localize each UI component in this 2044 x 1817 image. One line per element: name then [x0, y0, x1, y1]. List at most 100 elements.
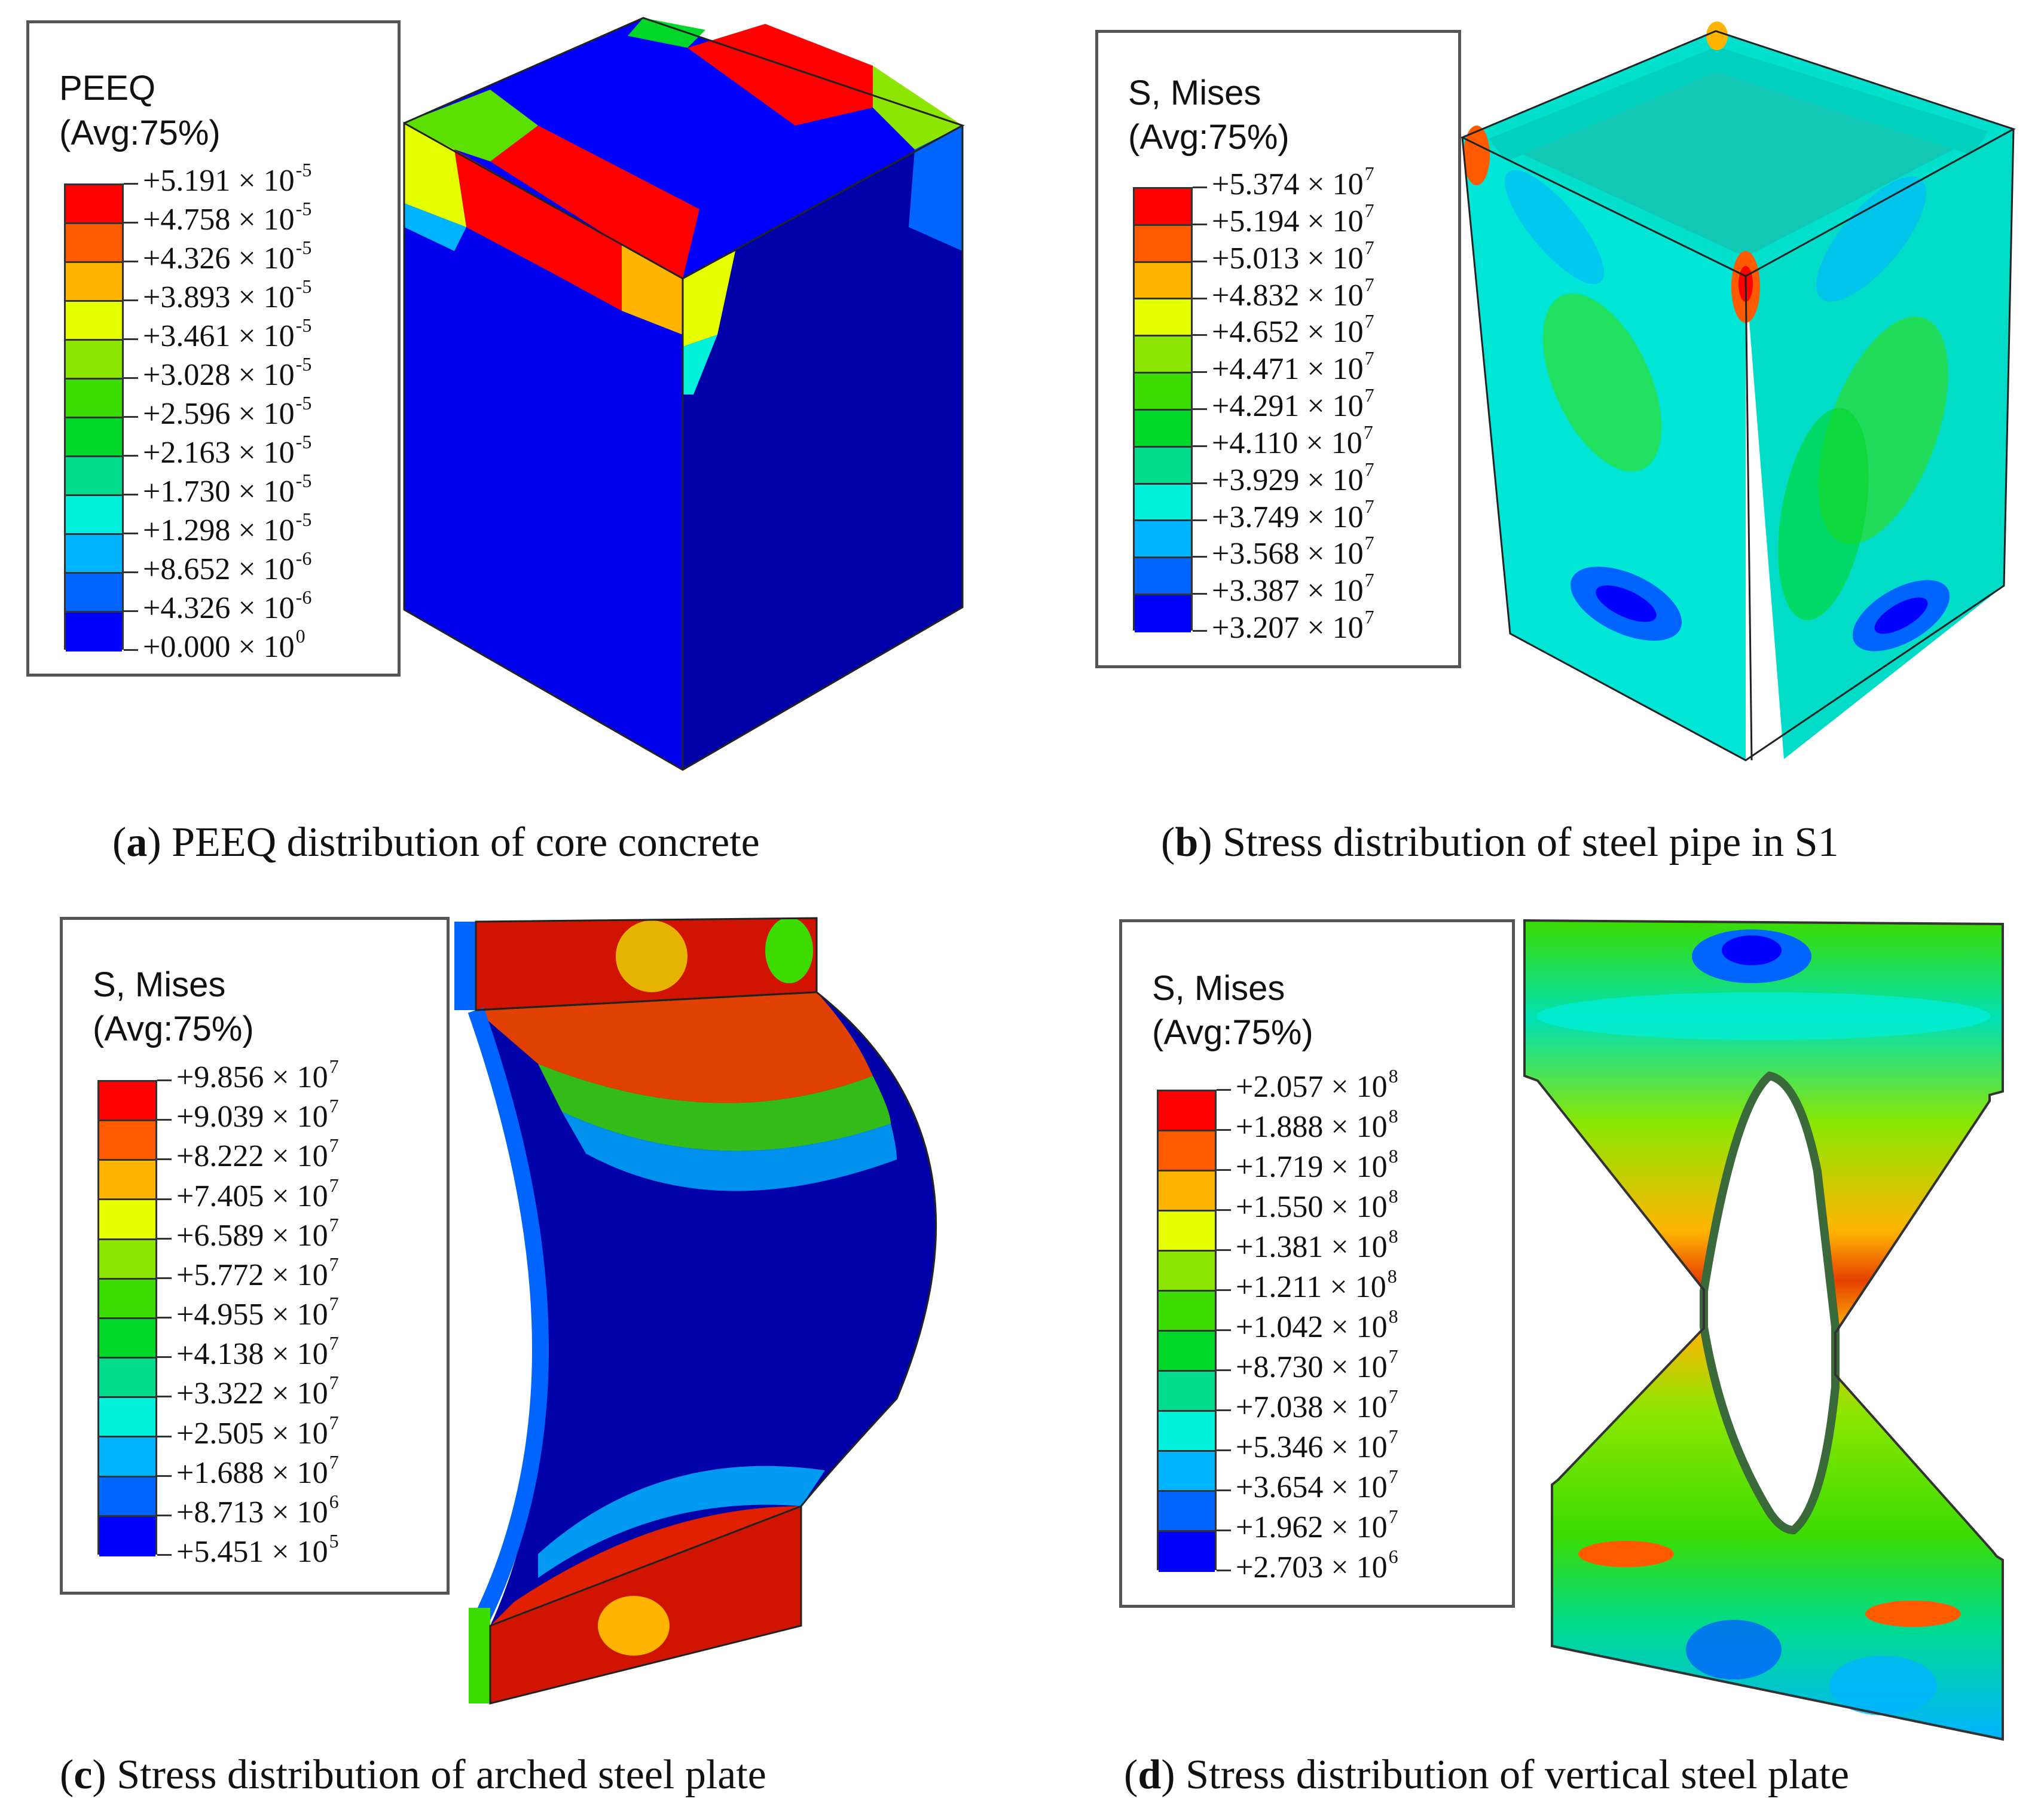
concrete-top-red-band-2	[490, 126, 699, 279]
legend-value-mantissa: +8.730 × 10	[1236, 1350, 1388, 1384]
legend-d-swatch	[1159, 1252, 1215, 1292]
legend-value-exponent: -5	[295, 314, 312, 336]
legend-d-swatch	[1159, 1131, 1215, 1171]
legend-b-swatch	[1135, 225, 1191, 263]
legend-value-exponent: 7	[1364, 495, 1374, 517]
concrete-right-yellow	[683, 251, 735, 347]
legend-a-tick	[124, 377, 138, 379]
legend-value-mantissa: +5.346 × 10	[1236, 1430, 1388, 1464]
arched-plate-inner-edge	[468, 1007, 549, 1630]
legend-d-tick	[1217, 1169, 1231, 1171]
legend-a-tick	[124, 610, 138, 612]
legend-a-tick	[124, 494, 138, 495]
legend-value-exponent: 6	[1388, 1546, 1398, 1567]
legend-value-exponent: 7	[329, 1253, 339, 1275]
legend-b-tick	[1193, 630, 1207, 632]
legend-b-value: +4.832 × 107	[1212, 275, 1374, 311]
vertical-plate-outline	[1523, 919, 2004, 1741]
legend-c-value: +4.138 × 107	[176, 1333, 339, 1370]
caption-c-letter: c	[74, 1752, 93, 1798]
legend-b-value: +5.013 × 107	[1212, 238, 1374, 274]
vplate-bottom-blue-1	[1686, 1620, 1782, 1680]
legend-c-value: +6.589 × 107	[176, 1215, 339, 1252]
legend-c-tick	[157, 1554, 172, 1556]
legend-a-tick	[124, 338, 138, 340]
legend-value-exponent: 7	[329, 1451, 339, 1473]
legend-a-value: +8.652 × 10-6	[143, 549, 311, 585]
legend-value-exponent: 8	[1388, 1225, 1398, 1247]
arched-plate-top-green	[538, 1064, 891, 1151]
legend-c-swatch	[99, 1121, 155, 1161]
legend-d-title-2: (Avg:75%)	[1152, 1013, 1313, 1052]
legend-a-value: +2.163 × 10-5	[143, 432, 311, 470]
legend-value-exponent: -5	[295, 431, 312, 452]
legend-d-swatch	[1159, 1412, 1215, 1452]
legend-c-tick	[157, 1396, 172, 1398]
vplate-top-blue-core	[1722, 935, 1782, 965]
legend-value-mantissa: +2.703 × 10	[1236, 1550, 1388, 1584]
legend-c-value: +1.688 × 107	[176, 1452, 339, 1489]
legend-a-value: +5.191 × 10-5	[143, 160, 311, 197]
legend-a-swatch	[66, 535, 122, 574]
concrete-right-face	[683, 126, 963, 770]
concrete-right-cyan	[683, 335, 717, 394]
legend-c-value: +3.322 × 107	[176, 1373, 339, 1411]
legend-b-swatch	[1135, 521, 1191, 559]
legend-b-tick	[1193, 186, 1207, 188]
legend-value-exponent: 8	[1388, 1145, 1398, 1167]
legend-c-value: +5.772 × 107	[176, 1255, 339, 1291]
legend-b-value: +4.471 × 107	[1212, 348, 1374, 385]
legend-a-colorbar	[64, 183, 124, 651]
pipe-front-edge	[1744, 276, 1753, 761]
legend-value-mantissa: +0.000 × 10	[143, 630, 295, 664]
legend-c-swatch	[99, 1516, 155, 1556]
legend-d-tick	[1217, 1489, 1231, 1491]
legend-d-tick	[1217, 1089, 1231, 1091]
legend-d-tick	[1217, 1449, 1231, 1451]
pipe-inner-back	[1489, 47, 1988, 161]
legend-value-mantissa: +2.163 × 10	[143, 436, 295, 470]
legend-value-exponent: 7	[1364, 273, 1374, 295]
legend-value-exponent: 7	[1388, 1385, 1398, 1407]
legend-b-value: +5.374 × 107	[1212, 164, 1374, 201]
legend-b-tick	[1193, 593, 1207, 595]
legend-d-swatch	[1159, 1452, 1215, 1492]
legend-value-mantissa: +4.758 × 10	[143, 203, 295, 237]
legend-value-mantissa: +5.194 × 10	[1212, 204, 1364, 238]
legend-value-mantissa: +4.291 × 10	[1212, 389, 1364, 423]
arched-plate-bottom-cyan	[538, 1466, 825, 1578]
legend-c-swatch	[99, 1161, 155, 1201]
caption-a-letter: a	[126, 819, 148, 865]
legend-value-exponent: 7	[1364, 384, 1374, 406]
legend-a-swatch	[66, 457, 122, 496]
legend-c-swatch	[99, 1477, 155, 1517]
legend-value-exponent: 7	[1364, 532, 1374, 554]
legend-value-exponent: 8	[1387, 1265, 1397, 1287]
legend-a-swatch	[66, 613, 122, 651]
legend-value-exponent: 7	[329, 1332, 339, 1354]
legend-d-swatch	[1159, 1212, 1215, 1252]
legend-value-mantissa: +3.322 × 10	[176, 1376, 328, 1411]
legend-d-tick	[1217, 1570, 1231, 1571]
legend-b-swatch	[1135, 262, 1191, 300]
legend-value-mantissa: +1.719 × 10	[1236, 1150, 1388, 1184]
legend-c-swatch	[99, 1437, 155, 1478]
legend-a-tick	[124, 571, 138, 573]
legend-value-mantissa: +2.057 × 10	[1236, 1070, 1388, 1104]
caption-c: (c) Stress distribution of arched steel …	[60, 1752, 766, 1798]
legend-a-tick	[124, 299, 138, 301]
legend-value-mantissa: +5.374 × 10	[1212, 167, 1364, 201]
vplate-bottom-hot-right	[1865, 1601, 1961, 1627]
concrete-right-corner	[909, 126, 963, 251]
legend-d-value: +5.346 × 107	[1236, 1427, 1398, 1464]
arched-plate-outline	[475, 991, 937, 1507]
legend-d-tick	[1217, 1289, 1231, 1291]
legend-a-value: +2.596 × 10-5	[143, 393, 311, 430]
vplate-bottom-blue-2	[1829, 1656, 1937, 1715]
legend-value-mantissa: +3.028 × 10	[143, 358, 295, 392]
legend-value-exponent: -5	[295, 470, 312, 491]
caption-b: (b) Stress distribution of steel pipe in…	[1161, 819, 1839, 865]
legend-a-tick	[124, 416, 138, 418]
legend-value-mantissa: +4.326 × 10	[143, 241, 295, 276]
